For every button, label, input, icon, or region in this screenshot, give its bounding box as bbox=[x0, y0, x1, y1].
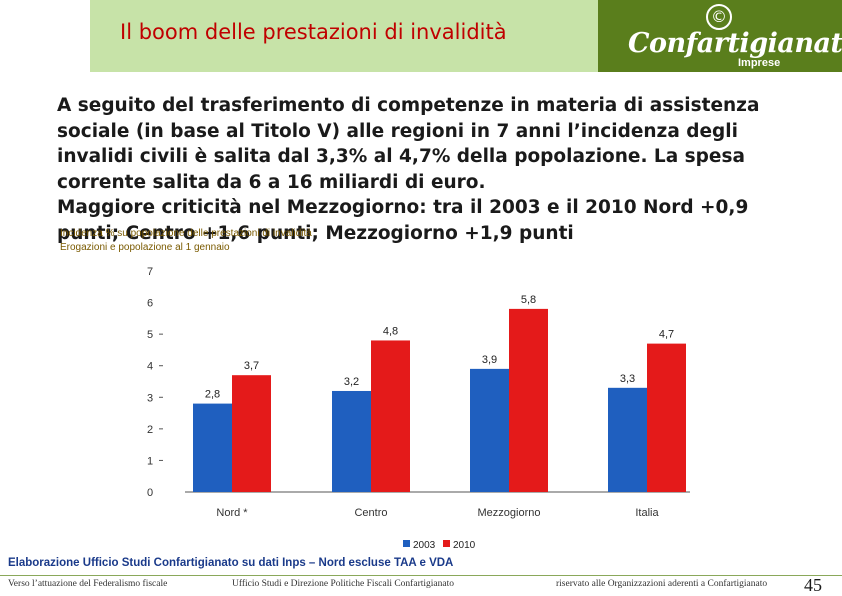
body-line: corrente salita da 6 a 16 miliardi di eu… bbox=[57, 171, 486, 193]
y-tick-label: 5 bbox=[147, 329, 153, 341]
logo-symbol-icon: © bbox=[706, 4, 732, 30]
body-line: A seguito del trasferimento di competenz… bbox=[57, 95, 760, 116]
x-tick-label: Nord * bbox=[216, 507, 248, 519]
data-label: 3,2 bbox=[344, 376, 359, 388]
footer-left: Verso l’attuazione del Federalismo fisca… bbox=[8, 579, 168, 589]
bar-2010-2 bbox=[509, 308, 548, 492]
data-label: 4,7 bbox=[659, 329, 674, 341]
legend-label: 2003 bbox=[413, 540, 436, 551]
x-tick-label: Centro bbox=[354, 507, 387, 519]
footer-center: Ufficio Studi e Direzione Politiche Fisc… bbox=[232, 579, 454, 589]
y-tick-label: 4 bbox=[147, 361, 153, 373]
data-label: 3,7 bbox=[244, 360, 259, 372]
data-label: 4,8 bbox=[383, 325, 398, 337]
bar-2003-3 bbox=[608, 387, 647, 492]
x-tick-label: Mezzogiorno bbox=[478, 507, 541, 519]
body-line: Maggiore criticità nel Mezzogiorno: tra … bbox=[57, 197, 749, 218]
footer-right: riservato alle Organizzazioni aderenti a… bbox=[556, 579, 768, 589]
data-label: 3,9 bbox=[482, 354, 497, 366]
bar-2003-2 bbox=[470, 368, 509, 492]
y-tick-label: 7 bbox=[147, 266, 153, 278]
legend-swatch-2010 bbox=[443, 540, 450, 547]
y-tick-label: 1 bbox=[147, 455, 153, 467]
data-label: 3,3 bbox=[620, 373, 635, 385]
body-line: punti; Centro +1,6 punti; Mezzogiorno +1… bbox=[57, 222, 574, 244]
y-tick-label: 6 bbox=[147, 298, 153, 310]
body-text: A seguito del trasferimento di competenz… bbox=[57, 93, 817, 246]
chart-subtitle-line1: Incidenza % su popolazione delle prestaz… bbox=[60, 228, 312, 239]
bar-2003-1 bbox=[332, 390, 371, 492]
bar-2010-0 bbox=[232, 375, 271, 492]
legend-label: 2010 bbox=[453, 540, 476, 551]
y-tick-label: 3 bbox=[147, 392, 153, 404]
source-note: Elaborazione Ufficio Studi Confartigiana… bbox=[8, 557, 454, 569]
logo-name: Confartigianato bbox=[628, 28, 842, 59]
bar-2010-1 bbox=[371, 340, 410, 492]
body-line: sociale (in base al Titolo V) alle regio… bbox=[57, 120, 738, 142]
legend-swatch-2003 bbox=[403, 540, 410, 547]
chart-subtitle-line2: Erogazioni e popolazione al 1 gennaio bbox=[60, 242, 230, 253]
x-tick-label: Italia bbox=[635, 507, 659, 519]
slide-title: Il boom delle prestazioni di invalidità bbox=[120, 20, 507, 44]
body-line: invalidi civili è salita dal 3,3% al 4,7… bbox=[57, 146, 745, 167]
data-label: 5,8 bbox=[521, 294, 536, 306]
y-tick-label: 2 bbox=[147, 424, 153, 436]
bar-2010-3 bbox=[647, 343, 686, 492]
logo-sub: Imprese bbox=[738, 57, 781, 69]
y-tick-label: 0 bbox=[147, 487, 153, 499]
data-label: 2,8 bbox=[205, 389, 220, 401]
footer-divider bbox=[0, 575, 842, 576]
bar-2003-0 bbox=[193, 403, 232, 492]
page-number: 45 bbox=[804, 575, 822, 595]
